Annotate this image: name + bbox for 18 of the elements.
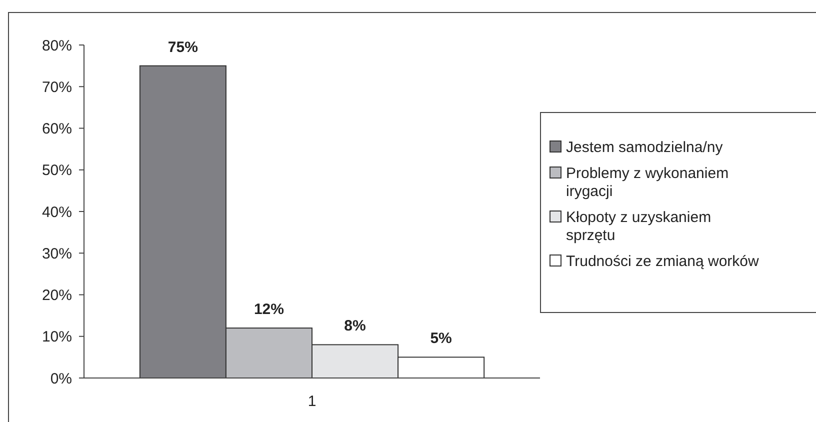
y-tick-label: 50% (42, 162, 72, 180)
legend-label: Problemy z wykonaniem irygacji (566, 165, 729, 200)
y-tick-label: 0% (50, 370, 72, 388)
y-tick-label: 20% (42, 287, 72, 304)
y-tick-label: 10% (42, 328, 72, 346)
y-tick-label: 30% (42, 245, 72, 262)
legend-label: Jestem samodzielna/ny (566, 139, 724, 156)
text: 75% (168, 38, 198, 56)
y-tick-label: 80% (42, 37, 72, 54)
y-tick-label: 60% (42, 120, 72, 138)
text: 8% (344, 318, 366, 335)
y-tick-label: 70% (42, 78, 72, 96)
legend-label: Kłopoty z uzyskaniem sprzętu (566, 209, 712, 244)
x-tick-label: 1 (308, 393, 316, 410)
text: 5% (430, 330, 452, 348)
legend-label: Trudności ze zmianą worków (566, 253, 760, 270)
text: 12% (254, 301, 284, 318)
y-tick-label: 40% (42, 204, 72, 221)
